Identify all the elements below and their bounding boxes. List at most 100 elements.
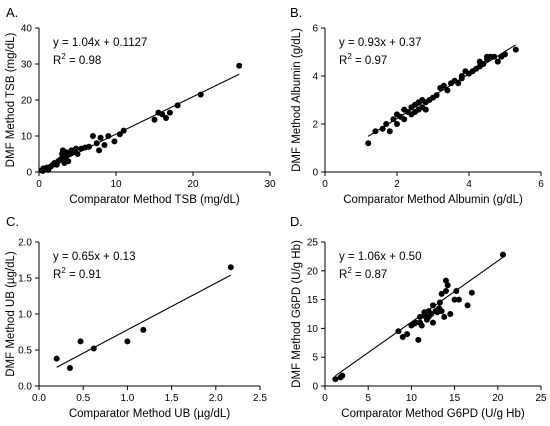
panel-2: B. 0 2 4 6 0 2 4 6 Comparator Method Albumin (g/d…	[290, 5, 544, 206]
data-point	[438, 308, 445, 315]
data-point	[458, 75, 465, 82]
x-tick-label: 0	[36, 179, 42, 190]
regression-line	[56, 274, 232, 368]
panel-label: D.	[290, 214, 303, 229]
x-tick-label: 10	[110, 179, 122, 190]
r-squared: R2 = 0.97	[339, 52, 387, 67]
y-axis-label: DMF Method UB (µg/dL)	[5, 251, 17, 377]
y-tick-label: 6	[312, 24, 318, 35]
regression-equation: y = 1.06x + 0.50	[339, 251, 421, 263]
y-tick-label: 20	[307, 266, 319, 277]
data-point	[379, 125, 386, 132]
data-point	[72, 145, 79, 152]
data-point	[468, 289, 475, 296]
y-tick-label: 0	[312, 382, 318, 393]
y-tick-label: 0.0	[18, 382, 32, 393]
data-point	[163, 115, 170, 121]
data-point	[90, 345, 97, 352]
data-point	[77, 338, 84, 345]
data-point	[365, 140, 372, 147]
data-point	[430, 302, 436, 309]
x-tick-label: 25	[535, 393, 547, 404]
data-point	[140, 326, 147, 333]
data-point	[404, 331, 411, 338]
data-point	[428, 311, 435, 317]
data-point	[440, 82, 447, 89]
data-point	[491, 53, 498, 60]
y-tick-label: 0	[312, 168, 318, 179]
data-point	[386, 128, 393, 135]
x-tick-label: 2	[394, 179, 400, 190]
x-tick-label: 0	[322, 179, 328, 190]
data-point	[412, 319, 419, 326]
panel-label: B.	[290, 5, 302, 20]
data-point	[433, 92, 440, 99]
data-point	[390, 116, 397, 123]
x-tick-label: 1.5	[165, 393, 179, 404]
x-axis-label: Comparator Method TSB (mg/dL)	[69, 194, 240, 206]
data-point	[447, 311, 454, 317]
y-tick-label: 2	[312, 120, 318, 131]
data-point	[124, 338, 131, 345]
data-point	[105, 133, 112, 139]
data-point	[197, 91, 204, 98]
regression-equation: y = 0.93x + 0.37	[339, 37, 421, 49]
data-point	[151, 116, 158, 123]
r-squared: R2 = 0.98	[53, 52, 101, 67]
data-point	[512, 46, 519, 53]
data-point	[442, 277, 449, 284]
data-point	[422, 106, 429, 113]
data-point	[394, 121, 400, 127]
x-axis-label: Comparator Method G6PD (U/g Hb)	[341, 408, 525, 420]
data-point	[159, 111, 166, 118]
data-point	[227, 264, 234, 271]
x-tick-label: 15	[449, 393, 461, 404]
data-point	[174, 102, 181, 109]
x-axis-label: Comparator Method UB (µg/dL)	[69, 408, 230, 420]
data-point	[93, 140, 100, 147]
data-point	[53, 355, 60, 362]
panel-label: A.	[6, 5, 18, 20]
data-point	[401, 116, 408, 123]
panel-3: C. 0.0 0.5 1.0 1.5 2.0 2.5 0.0 0.5 1.0 1.5 2.0 Compa…	[5, 214, 267, 420]
x-tick-label: 1.0	[120, 393, 134, 404]
data-point	[111, 138, 118, 145]
data-point	[442, 287, 449, 294]
x-tick-label: 20	[187, 179, 199, 190]
panel-label: C.	[6, 214, 19, 229]
x-tick-label: 20	[492, 393, 504, 404]
y-axis-label: DMF Method TSB (mg/dL)	[5, 33, 17, 168]
x-tick-label: 30	[264, 179, 276, 190]
data-point	[101, 142, 108, 148]
x-tick-label: 2.5	[253, 393, 267, 404]
y-tick-label: 4	[312, 72, 318, 83]
y-tick-label: 0.5	[18, 346, 32, 357]
data-point	[97, 134, 104, 141]
data-point	[415, 336, 422, 343]
data-point	[332, 376, 339, 383]
y-tick-label: 40	[21, 24, 33, 35]
panel-4: D. 0 5 10 15 20 25 0 5 10 15 20 25 Comparator Method …	[290, 214, 547, 420]
data-point	[120, 127, 127, 134]
x-axis-label: Comparator Method Albumin (g/dL)	[343, 194, 523, 206]
data-point	[74, 151, 81, 157]
x-tick-label: 5	[365, 393, 371, 404]
y-axis-label: DMF Method Albumin (g/dL)	[291, 28, 303, 172]
x-tick-label: 0.0	[32, 393, 46, 404]
data-point	[383, 121, 390, 127]
y-tick-label: 2.0	[18, 238, 32, 249]
y-tick-label: 10	[307, 324, 319, 335]
x-tick-label: 4	[466, 179, 472, 190]
data-point	[166, 109, 173, 116]
data-point	[436, 299, 443, 306]
r-squared: R2 = 0.87	[339, 266, 387, 281]
x-tick-label: 6	[538, 179, 544, 190]
y-tick-label: 25	[307, 238, 319, 249]
data-point	[395, 328, 402, 335]
data-point	[494, 58, 501, 65]
y-tick-label: 5	[312, 353, 318, 364]
data-point	[453, 287, 460, 294]
regression-equation: y = 0.65x + 0.13	[53, 251, 135, 263]
data-point	[66, 365, 73, 371]
